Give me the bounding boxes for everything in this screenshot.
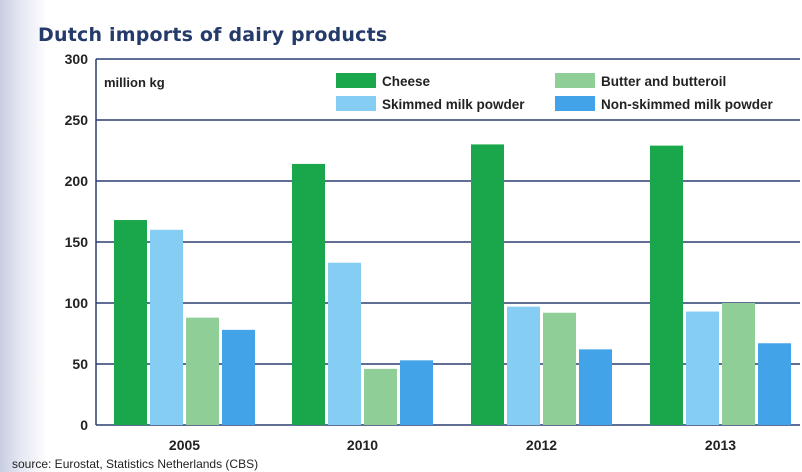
- bar-butter-and-butteroil-2012: [543, 312, 576, 425]
- legend-label-non-skimmed-milk-powder: Non-skimmed milk powder: [601, 97, 774, 112]
- bar-non-skimmed-milk-powder-2010: [400, 360, 433, 425]
- bar-skimmed-milk-powder-2013: [686, 311, 719, 425]
- bar-cheese-2012: [471, 144, 504, 425]
- bar-non-skimmed-milk-powder-2012: [579, 349, 612, 425]
- bar-skimmed-milk-powder-2010: [328, 262, 361, 425]
- y-tick-label-50: 50: [72, 356, 88, 372]
- y-tick-label-100: 100: [65, 295, 89, 311]
- x-tick-label-2010: 2010: [347, 437, 378, 453]
- y-tick-label-200: 200: [65, 173, 89, 189]
- y-axis-unit-label: million kg: [104, 75, 165, 90]
- bar-skimmed-milk-powder-2005: [150, 229, 183, 425]
- legend-swatch-non-skimmed-milk-powder: [555, 96, 595, 111]
- bar-non-skimmed-milk-powder-2005: [222, 329, 255, 425]
- legend-label-butter-and-butteroil: Butter and butteroil: [601, 74, 726, 89]
- x-tick-label-2012: 2012: [526, 437, 557, 453]
- legend-label-skimmed-milk-powder: Skimmed milk powder: [382, 97, 525, 112]
- legend-label-cheese: Cheese: [382, 74, 431, 89]
- bar-cheese-2013: [650, 145, 683, 425]
- legend-swatch-butter-and-butteroil: [555, 73, 595, 88]
- x-tick-label-2013: 2013: [705, 437, 736, 453]
- bar-cheese-2005: [114, 220, 147, 425]
- bar-butter-and-butteroil-2005: [186, 317, 219, 425]
- y-tick-label-0: 0: [80, 417, 88, 433]
- bar-cheese-2010: [292, 163, 325, 426]
- y-tick-label-250: 250: [65, 112, 89, 128]
- legend-swatch-cheese: [336, 73, 376, 88]
- bar-butter-and-butteroil-2013: [722, 303, 755, 425]
- bar-skimmed-milk-powder-2012: [507, 306, 540, 425]
- bar-non-skimmed-milk-powder-2013: [758, 343, 791, 425]
- y-tick-label-150: 150: [65, 234, 89, 250]
- y-tick-label-300: 300: [65, 51, 89, 67]
- x-tick-label-2005: 2005: [169, 437, 200, 453]
- bar-butter-and-butteroil-2010: [364, 368, 397, 425]
- chart-title: Dutch imports of dairy products: [38, 24, 388, 46]
- legend-swatch-skimmed-milk-powder: [336, 96, 376, 111]
- source-note: source: Eurostat, Statistics Netherlands…: [12, 457, 259, 471]
